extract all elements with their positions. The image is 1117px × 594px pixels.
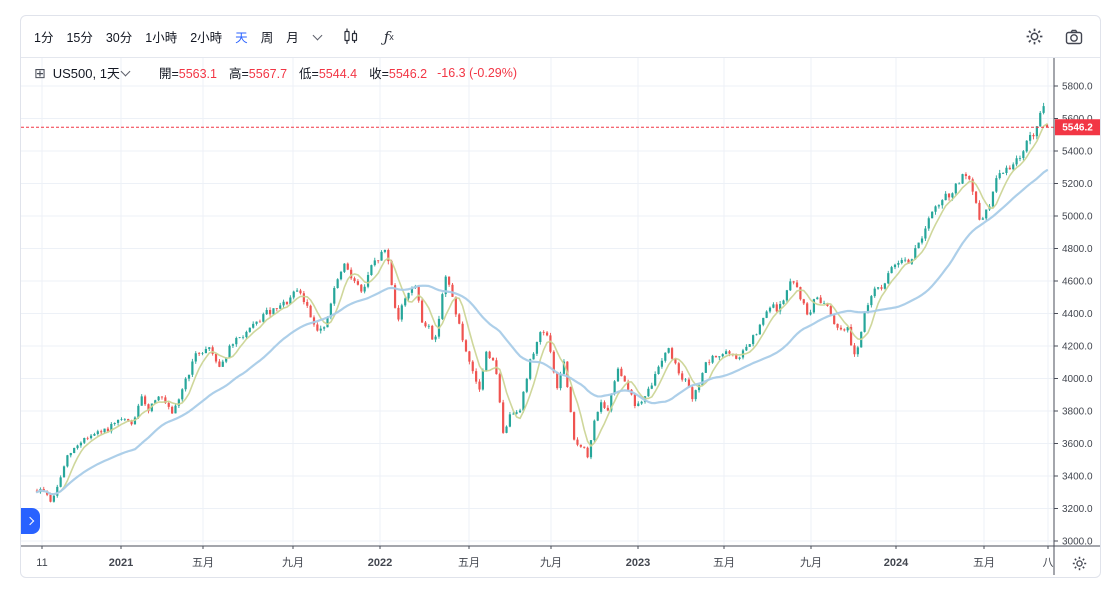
svg-text:九月: 九月 xyxy=(282,556,304,569)
change-value: -16.3 (-0.29%) xyxy=(437,65,518,80)
svg-text:2021: 2021 xyxy=(109,557,133,569)
svg-text:4800.0: 4800.0 xyxy=(1062,244,1093,255)
svg-text:五月: 五月 xyxy=(458,557,480,569)
svg-text:3600.0: 3600.0 xyxy=(1062,439,1093,450)
svg-text:八: 八 xyxy=(1043,557,1054,569)
symbol-marker-icon: ⊞ xyxy=(34,64,46,81)
svg-text:五月: 五月 xyxy=(713,557,735,569)
svg-text:九月: 九月 xyxy=(800,556,822,569)
svg-text:4400.0: 4400.0 xyxy=(1062,309,1093,320)
toolbar-right-group xyxy=(1022,25,1088,49)
svg-text:3200.0: 3200.0 xyxy=(1062,504,1093,515)
svg-text:5000.0: 5000.0 xyxy=(1062,212,1093,223)
close-field: 收=5546.2 xyxy=(369,67,428,81)
svg-text:5400.0: 5400.0 xyxy=(1062,147,1093,158)
expand-panel-button[interactable] xyxy=(21,508,40,534)
candle-style-icon[interactable] xyxy=(339,25,363,49)
ma-slow-line xyxy=(35,169,1049,496)
settings-gear-icon[interactable] xyxy=(1022,25,1046,49)
svg-text:3000.0: 3000.0 xyxy=(1062,537,1093,548)
ohlc-fields: 開=5563.1 高=5567.7 低=5544.4 收=5546.2 xyxy=(159,63,427,82)
interval-15m[interactable]: 15分 xyxy=(66,31,93,45)
time-axis[interactable]: 11 2021 五月 九月 2022 五月 九月 2023 五月 九月 2024 五月 八 xyxy=(21,545,1100,569)
symbol-title[interactable]: US500, 1天 xyxy=(52,66,120,81)
low-field: 低=5544.4 xyxy=(299,67,358,81)
chevron-right-icon xyxy=(25,516,34,526)
svg-text:5200.0: 5200.0 xyxy=(1062,179,1093,190)
open-field: 開=5563.1 xyxy=(158,67,217,81)
svg-text:五月: 五月 xyxy=(192,557,214,569)
snapshot-camera-icon[interactable] xyxy=(1062,25,1086,49)
svg-text:2024: 2024 xyxy=(884,557,909,569)
high-field: 高=5567.7 xyxy=(228,67,288,81)
symbol-legend: ⊞ US500, 1天 開=5563.1 高=5567.7 低=5544.4 收… xyxy=(34,63,517,82)
price-chart[interactable]: 11 2021 五月 九月 2022 五月 九月 2023 五月 九月 2024 五月 八 5800.0… xyxy=(21,16,1100,577)
svg-text:4200.0: 4200.0 xyxy=(1062,342,1093,353)
interval-2h[interactable]: 2小時 xyxy=(190,31,223,45)
interval-1m[interactable]: 1分 xyxy=(34,31,54,45)
svg-text:11: 11 xyxy=(36,557,47,569)
svg-text:九月: 九月 xyxy=(540,556,562,569)
interval-30m[interactable]: 30分 xyxy=(105,31,133,45)
svg-text:4600.0: 4600.0 xyxy=(1062,277,1093,288)
svg-text:五月: 五月 xyxy=(973,557,995,569)
interval-1h[interactable]: 1小時 xyxy=(145,31,178,45)
interval-1d[interactable]: 天 xyxy=(235,31,248,45)
interval-1w[interactable]: 周 xyxy=(260,31,274,45)
svg-text:2023: 2023 xyxy=(626,557,650,569)
price-axis[interactable]: 5800.05600.05400.05200.05000.04800.04600… xyxy=(1053,58,1100,575)
grid xyxy=(21,58,1054,546)
svg-text:3400.0: 3400.0 xyxy=(1062,472,1093,483)
svg-text:3800.0: 3800.0 xyxy=(1062,407,1093,418)
svg-text:4000.0: 4000.0 xyxy=(1062,374,1093,385)
interval-1mo[interactable]: 月 xyxy=(286,31,299,45)
price-axis-settings-gear-icon[interactable] xyxy=(1067,553,1091,573)
legend-chevron-down-icon[interactable] xyxy=(120,66,131,77)
svg-text:5800.0: 5800.0 xyxy=(1062,82,1093,93)
svg-text:5546.2: 5546.2 xyxy=(1062,123,1093,134)
svg-text:2022: 2022 xyxy=(368,557,392,569)
ma-fast-line xyxy=(36,123,1048,496)
interval-group: 1分 15分 30分 1小時 2小時 天 周 月 xyxy=(34,27,312,46)
